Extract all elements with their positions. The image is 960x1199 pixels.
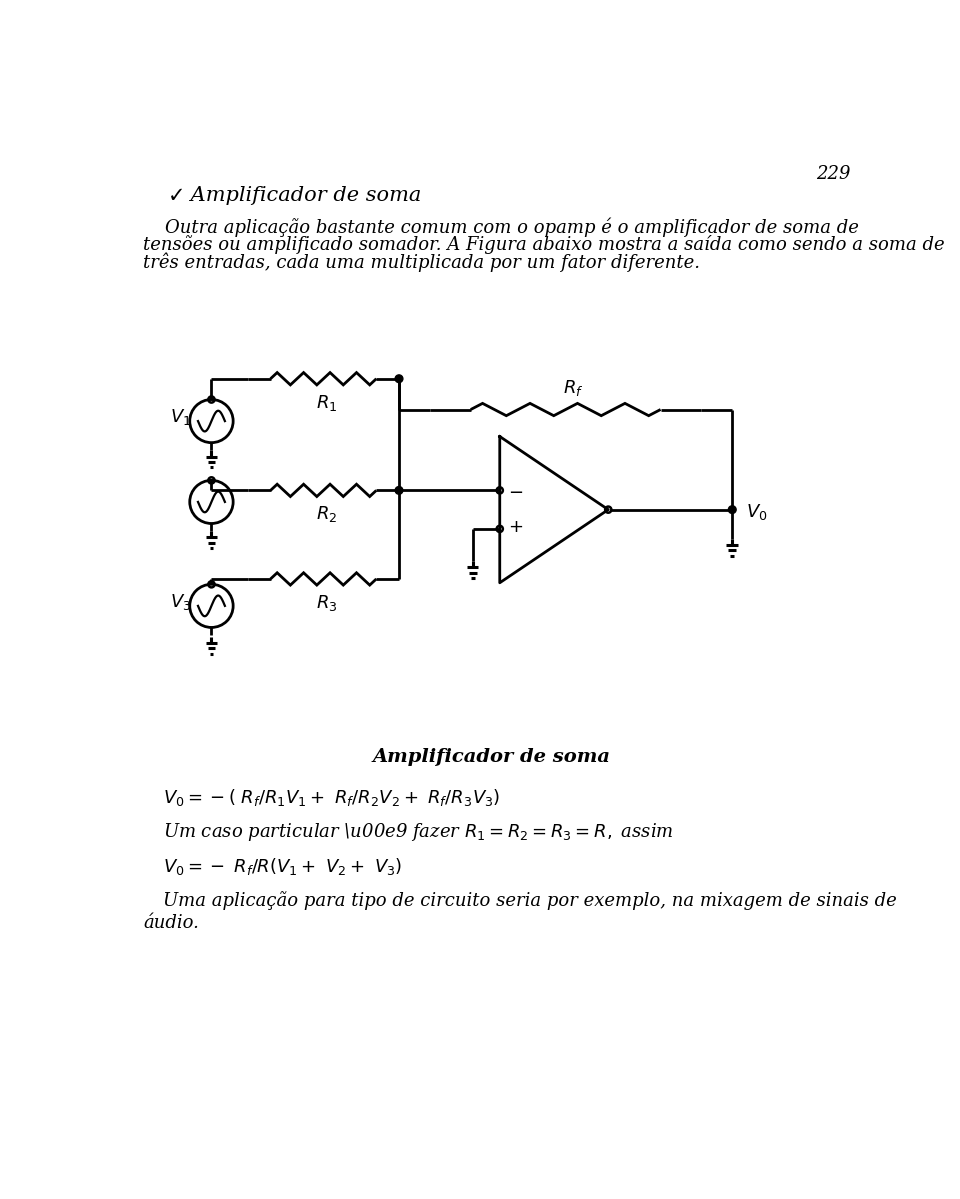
Text: $V_0$: $V_0$ [746,502,768,522]
Text: $V_3$: $V_3$ [170,592,192,611]
Text: 229: 229 [816,165,851,183]
Text: $R_2$: $R_2$ [316,505,338,524]
Text: três entradas, cada uma multiplicada por um fator diferente.: três entradas, cada uma multiplicada por… [143,253,700,272]
Text: áudio.: áudio. [143,914,199,932]
Text: $R_f$: $R_f$ [564,378,584,398]
Circle shape [396,375,403,382]
Circle shape [729,506,736,513]
Text: Amplificador de soma: Amplificador de soma [373,748,611,766]
Text: $V_0 = -(\ R_f/R_1V_1 +\ R_f/R_2V_2 +\ R_f/R_3V_3)$: $V_0 = -(\ R_f/R_1V_1 +\ R_f/R_2V_2 +\ R… [162,787,500,808]
Text: $-$: $-$ [508,482,523,500]
Text: $R_3$: $R_3$ [316,592,338,613]
Text: Um caso particular \u00e9 fazer $R_1= R_2 = R_3 =R,$ assim: Um caso particular \u00e9 fazer $R_1= R_… [162,821,673,843]
Text: Amplificador de soma: Amplificador de soma [183,186,420,205]
Text: $V_0 = -\ R_f/R(V_1 +\ V_2 +\ V_3)$: $V_0 = -\ R_f/R(V_1 +\ V_2 +\ V_3)$ [162,856,402,878]
Text: $R_1$: $R_1$ [316,392,338,412]
Text: Uma aplicação para tipo de circuito seria por exemplo, na mixagem de sinais de: Uma aplicação para tipo de circuito seri… [162,891,897,910]
Text: $+$: $+$ [508,518,523,536]
Text: ✓: ✓ [168,186,185,206]
Text: Outra aplicação bastante comum com o opamp é o amplificador de soma de: Outra aplicação bastante comum com o opa… [165,217,859,236]
Text: $V_1$: $V_1$ [170,408,192,427]
Circle shape [396,487,403,494]
Text: tensões ou amplificado somador. A Figura abaixo mostra a saída como sendo a soma: tensões ou amplificado somador. A Figura… [143,235,945,254]
